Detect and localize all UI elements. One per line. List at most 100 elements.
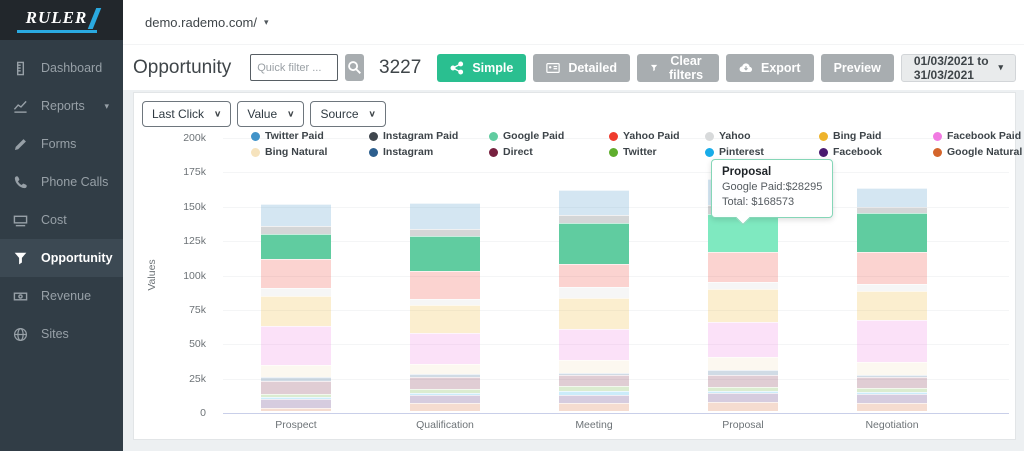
segment-instagram-paid[interactable] — [857, 206, 927, 213]
segment-facebook[interactable] — [410, 394, 480, 404]
simple-view-button[interactable]: Simple — [437, 53, 527, 82]
legend-item-google-paid[interactable]: Google Paid — [489, 130, 564, 142]
sidebar-item-phone-calls[interactable]: Phone Calls — [0, 163, 123, 201]
ruler-logo[interactable]: RULER — [0, 0, 123, 40]
segment-twitter[interactable] — [261, 393, 331, 398]
sidebar-item-sites[interactable]: Sites — [0, 315, 123, 353]
segment-instagram[interactable] — [410, 373, 480, 378]
clear-filters-button[interactable]: Clear filters — [636, 53, 719, 82]
segment-yahoo-paid[interactable] — [708, 252, 778, 283]
segment-twitter[interactable] — [708, 386, 778, 392]
sidebar-item-forms[interactable]: Forms — [0, 125, 123, 163]
sidebar-item-revenue[interactable]: Revenue — [0, 277, 123, 315]
search-button[interactable] — [345, 54, 365, 81]
legend-item-bing-natural[interactable]: Bing Natural — [251, 146, 327, 158]
segment-google-natural[interactable] — [410, 403, 480, 411]
segment-direct[interactable] — [857, 377, 927, 389]
segment-instagram[interactable] — [559, 373, 629, 376]
segment-pinterest[interactable] — [559, 391, 629, 395]
segment-twitter[interactable] — [857, 388, 927, 393]
segment-bing-paid[interactable] — [708, 288, 778, 322]
legend-item-facebook[interactable]: Facebook — [819, 146, 882, 158]
segment-facebook-paid[interactable] — [857, 320, 927, 362]
segment-direct[interactable] — [708, 374, 778, 387]
segment-pinterest[interactable] — [261, 397, 331, 399]
legend-item-instagram[interactable]: Instagram — [369, 146, 433, 158]
segment-facebook-paid[interactable] — [410, 333, 480, 364]
bar-negotiation[interactable] — [857, 187, 927, 411]
segment-google-natural[interactable] — [261, 407, 331, 411]
segment-bing-paid[interactable] — [857, 291, 927, 321]
segment-pinterest[interactable] — [410, 393, 480, 395]
legend-item-twitter-paid[interactable]: Twitter Paid — [251, 130, 324, 142]
metric-select[interactable]: Value ∨ — [237, 101, 305, 127]
segment-yahoo[interactable] — [410, 298, 480, 306]
legend-item-direct[interactable]: Direct — [489, 146, 533, 158]
segment-yahoo[interactable] — [708, 282, 778, 289]
bar-qualification[interactable] — [410, 202, 480, 411]
segment-instagram-paid[interactable] — [261, 226, 331, 235]
legend-item-yahoo-paid[interactable]: Yahoo Paid — [609, 130, 680, 142]
segment-facebook[interactable] — [559, 394, 629, 403]
legend-item-instagram-paid[interactable]: Instagram Paid — [369, 130, 458, 142]
segment-twitter-paid[interactable] — [857, 187, 927, 207]
segment-facebook[interactable] — [857, 393, 927, 404]
segment-yahoo[interactable] — [261, 287, 331, 297]
segment-instagram[interactable] — [708, 370, 778, 375]
segment-twitter[interactable] — [410, 389, 480, 394]
caret-down-icon[interactable]: ▾ — [264, 16, 269, 27]
segment-facebook-paid[interactable] — [708, 321, 778, 357]
segment-twitter-paid[interactable] — [410, 202, 480, 229]
export-button[interactable]: Export — [726, 53, 814, 82]
segment-bing-paid[interactable] — [261, 296, 331, 327]
legend-item-yahoo[interactable]: Yahoo — [705, 130, 751, 142]
segment-yahoo-paid[interactable] — [261, 259, 331, 288]
legend-item-twitter[interactable]: Twitter — [609, 146, 657, 158]
segment-twitter-paid[interactable] — [559, 189, 629, 216]
bar-prospect[interactable] — [261, 204, 331, 411]
segment-facebook-paid[interactable] — [261, 326, 331, 365]
segment-yahoo[interactable] — [559, 286, 629, 298]
dimension-select[interactable]: Source ∨ — [310, 101, 386, 127]
segment-twitter-paid[interactable] — [261, 204, 331, 227]
segment-bing-paid[interactable] — [410, 305, 480, 334]
segment-pinterest[interactable] — [708, 391, 778, 393]
segment-google-paid[interactable] — [261, 234, 331, 260]
segment-yahoo-paid[interactable] — [559, 263, 629, 287]
segment-facebook[interactable] — [261, 398, 331, 408]
caret-down-icon[interactable]: ▾ — [104, 100, 109, 111]
segment-direct[interactable] — [410, 377, 480, 389]
legend-item-bing-paid[interactable]: Bing Paid — [819, 130, 881, 142]
segment-instagram-paid[interactable] — [559, 215, 629, 223]
sidebar-item-dashboard[interactable]: Dashboard — [0, 49, 123, 87]
segment-yahoo-paid[interactable] — [857, 251, 927, 284]
segment-google-natural[interactable] — [857, 403, 927, 411]
segment-direct[interactable] — [261, 381, 331, 394]
segment-facebook-paid[interactable] — [559, 328, 629, 361]
quick-filter-input[interactable] — [250, 54, 339, 81]
segment-google-paid[interactable] — [857, 213, 927, 252]
legend-item-pinterest[interactable]: Pinterest — [705, 146, 764, 158]
sidebar-item-reports[interactable]: Reports ▾ — [0, 87, 123, 125]
preview-button[interactable]: Preview — [820, 53, 894, 82]
segment-instagram-paid[interactable] — [410, 228, 480, 237]
segment-twitter[interactable] — [559, 386, 629, 392]
bar-meeting[interactable] — [559, 189, 629, 411]
segment-google-natural[interactable] — [708, 401, 778, 411]
segment-facebook[interactable] — [708, 392, 778, 402]
segment-bing-natural[interactable] — [261, 364, 331, 378]
segment-bing-natural[interactable] — [857, 361, 927, 375]
segment-bing-natural[interactable] — [708, 356, 778, 371]
account-domain-selector[interactable]: demo.rademo.com/ — [145, 14, 257, 30]
sidebar-item-opportunity[interactable]: Opportunity — [0, 239, 123, 277]
detailed-view-button[interactable]: Detailed — [533, 53, 630, 82]
legend-item-google-natural[interactable]: Google Natural — [933, 146, 1022, 158]
sidebar-item-cost[interactable]: Cost — [0, 201, 123, 239]
date-range-selector[interactable]: 01/03/2021 to 31/03/2021 ▾ — [900, 53, 1016, 82]
segment-google-paid[interactable] — [559, 222, 629, 264]
segment-yahoo-paid[interactable] — [410, 270, 480, 299]
segment-google-paid[interactable] — [410, 236, 480, 271]
segment-instagram[interactable] — [261, 377, 331, 382]
segment-instagram[interactable] — [857, 374, 927, 378]
segment-pinterest[interactable] — [857, 392, 927, 394]
